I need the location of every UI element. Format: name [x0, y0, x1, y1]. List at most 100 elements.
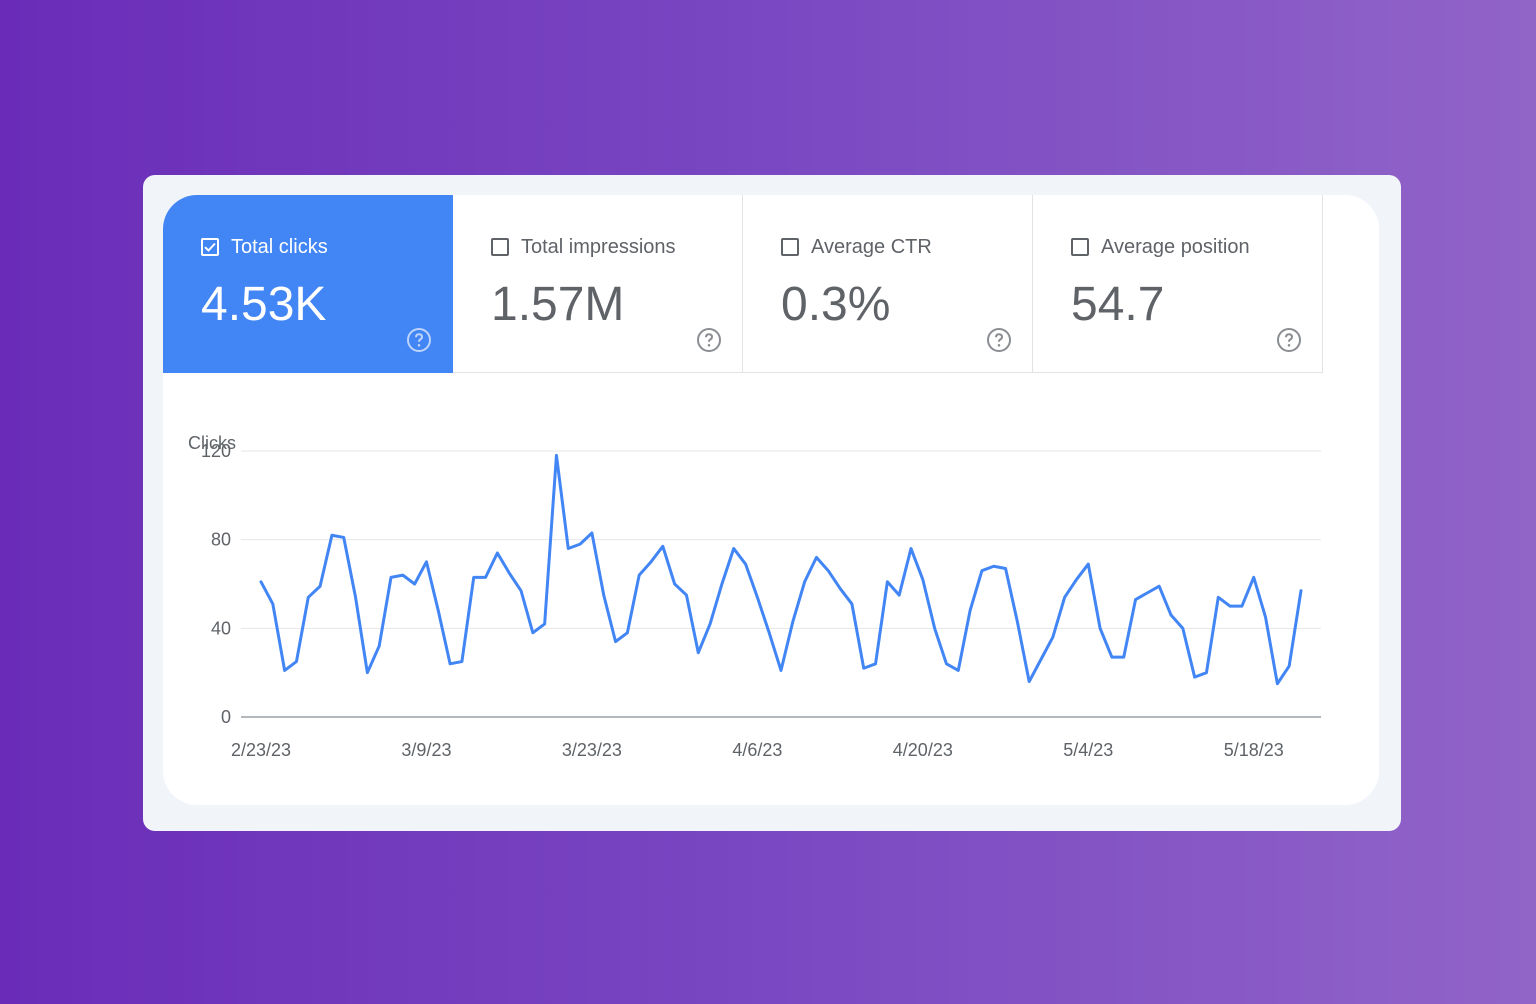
data-point[interactable]	[741, 559, 751, 569]
data-point[interactable]	[729, 544, 739, 554]
data-point[interactable]	[516, 586, 526, 596]
data-point[interactable]	[1154, 581, 1164, 591]
data-point[interactable]	[1249, 572, 1259, 582]
checkbox-checked-icon[interactable]	[201, 238, 219, 256]
metric-tab-total-impressions[interactable]: Total impressions 1.57M	[453, 195, 743, 373]
data-point[interactable]	[1071, 575, 1081, 585]
data-point[interactable]	[906, 544, 916, 554]
data-point[interactable]	[1201, 668, 1211, 678]
data-point[interactable]	[764, 628, 774, 638]
data-point[interactable]	[327, 530, 337, 540]
data-point[interactable]	[1107, 652, 1117, 662]
data-point[interactable]	[1083, 559, 1093, 569]
data-point[interactable]	[481, 572, 491, 582]
data-point[interactable]	[776, 665, 786, 675]
data-point[interactable]	[1131, 595, 1141, 605]
data-point[interactable]	[681, 590, 691, 600]
data-point[interactable]	[351, 592, 361, 602]
metric-tab-average-ctr[interactable]: Average CTR 0.3%	[743, 195, 1033, 373]
data-point[interactable]	[315, 581, 325, 591]
data-point[interactable]	[1296, 586, 1306, 596]
data-point[interactable]	[280, 665, 290, 675]
data-point[interactable]	[1261, 612, 1271, 622]
data-point[interactable]	[894, 590, 904, 600]
data-point[interactable]	[622, 628, 632, 638]
data-point[interactable]	[1272, 679, 1282, 689]
data-point[interactable]	[705, 619, 715, 629]
data-point[interactable]	[398, 570, 408, 580]
help-icon[interactable]	[406, 327, 432, 353]
data-point[interactable]	[433, 606, 443, 616]
data-point[interactable]	[1036, 654, 1046, 664]
data-point[interactable]	[989, 561, 999, 571]
data-point[interactable]	[882, 577, 892, 587]
data-point[interactable]	[871, 659, 881, 669]
data-point[interactable]	[268, 599, 278, 609]
data-point[interactable]	[1190, 672, 1200, 682]
data-point[interactable]	[658, 541, 668, 551]
data-point[interactable]	[1001, 563, 1011, 573]
data-point[interactable]	[965, 606, 975, 616]
data-point[interactable]	[1178, 623, 1188, 633]
data-point[interactable]	[670, 579, 680, 589]
data-point[interactable]	[1048, 632, 1058, 642]
data-point[interactable]	[1237, 601, 1247, 611]
data-point[interactable]	[930, 623, 940, 633]
data-point[interactable]	[575, 539, 585, 549]
data-point[interactable]	[1284, 661, 1294, 671]
data-point[interactable]	[977, 566, 987, 576]
help-icon[interactable]	[696, 327, 722, 353]
data-point[interactable]	[256, 577, 266, 587]
data-point[interactable]	[788, 617, 798, 627]
data-point[interactable]	[1225, 601, 1235, 611]
data-point[interactable]	[1095, 623, 1105, 633]
data-point[interactable]	[1213, 592, 1223, 602]
data-point[interactable]	[599, 590, 609, 600]
data-point[interactable]	[469, 572, 479, 582]
data-point[interactable]	[811, 552, 821, 562]
data-point[interactable]	[835, 583, 845, 593]
data-point[interactable]	[941, 659, 951, 669]
data-point[interactable]	[693, 648, 703, 658]
data-point[interactable]	[1119, 652, 1129, 662]
data-point[interactable]	[374, 641, 384, 651]
data-point[interactable]	[386, 572, 396, 582]
metric-tab-total-clicks[interactable]: Total clicks 4.53K	[163, 195, 453, 373]
data-point[interactable]	[1024, 677, 1034, 687]
data-point[interactable]	[421, 557, 431, 567]
checkbox-unchecked-icon[interactable]	[1071, 238, 1089, 256]
data-point[interactable]	[587, 528, 597, 538]
checkbox-unchecked-icon[interactable]	[781, 238, 799, 256]
data-point[interactable]	[528, 628, 538, 638]
data-point[interactable]	[551, 450, 561, 460]
data-point[interactable]	[445, 659, 455, 669]
data-point[interactable]	[540, 619, 550, 629]
data-point[interactable]	[918, 575, 928, 585]
data-point[interactable]	[847, 599, 857, 609]
data-point[interactable]	[634, 570, 644, 580]
data-point[interactable]	[457, 657, 467, 667]
data-point[interactable]	[504, 568, 514, 578]
data-point[interactable]	[717, 579, 727, 589]
data-point[interactable]	[800, 577, 810, 587]
data-point[interactable]	[362, 668, 372, 678]
metric-tab-average-position[interactable]: Average position 54.7	[1033, 195, 1323, 373]
data-point[interactable]	[1012, 617, 1022, 627]
data-point[interactable]	[823, 566, 833, 576]
checkbox-unchecked-icon[interactable]	[491, 238, 509, 256]
data-point[interactable]	[291, 657, 301, 667]
data-point[interactable]	[339, 532, 349, 542]
data-point[interactable]	[410, 579, 420, 589]
data-point[interactable]	[303, 592, 313, 602]
data-point[interactable]	[563, 544, 573, 554]
data-point[interactable]	[1142, 588, 1152, 598]
help-icon[interactable]	[986, 327, 1012, 353]
data-point[interactable]	[1166, 610, 1176, 620]
data-point[interactable]	[611, 637, 621, 647]
data-point[interactable]	[646, 557, 656, 567]
data-point[interactable]	[752, 592, 762, 602]
data-point[interactable]	[953, 665, 963, 675]
data-point[interactable]	[1060, 592, 1070, 602]
help-icon[interactable]	[1276, 327, 1302, 353]
data-point[interactable]	[492, 548, 502, 558]
